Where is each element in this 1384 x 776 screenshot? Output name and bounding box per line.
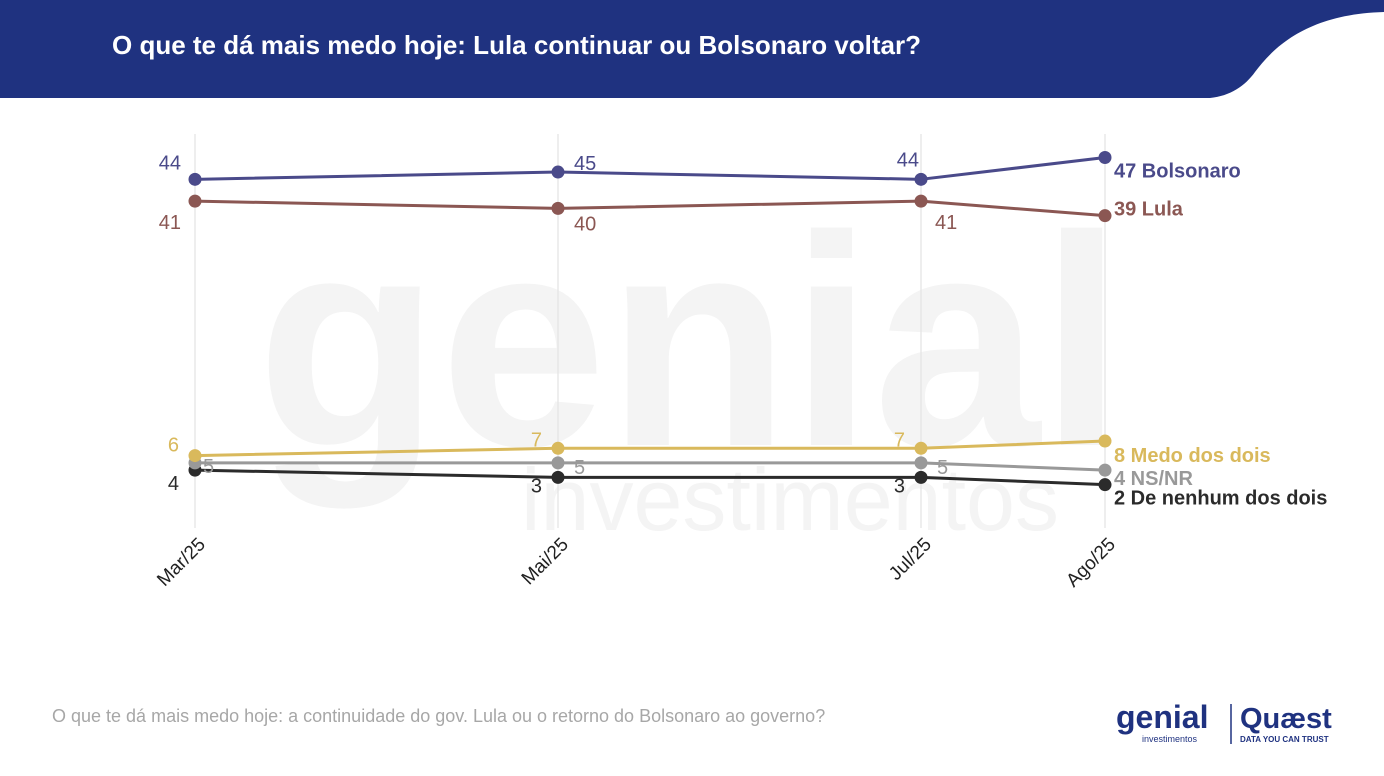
quaest-logo: Quæst (1240, 703, 1332, 735)
brand-logos: genial investimentos Quæst DATA YOU CAN … (1116, 699, 1332, 744)
series-line-3 (195, 461, 1106, 472)
data-label: 4 (168, 473, 179, 495)
data-label: 45 (574, 153, 596, 175)
data-label: 6 (168, 435, 179, 457)
data-label: 44 (159, 152, 181, 174)
watermark-subtext: investimentos (521, 450, 1059, 549)
series-line-1 (194, 199, 1106, 218)
series-point-4-3 (1098, 478, 1112, 492)
header-banner: O que te dá mais medo hoje: Lula continu… (0, 0, 1384, 98)
series-line-4 (194, 468, 1106, 487)
data-label: 5 (203, 456, 214, 478)
series-point-1-1 (551, 201, 565, 215)
data-label: 5 (574, 457, 585, 479)
data-label: 40 (574, 213, 596, 235)
series-point-2-3 (1098, 434, 1112, 448)
data-label: 7 (894, 429, 905, 451)
x-tick-label: Mar/25 (153, 534, 210, 591)
watermark: genial investimentos (257, 173, 1124, 549)
series-point-1-0 (188, 194, 202, 208)
series-point-0-1 (551, 165, 565, 179)
series-line-2 (194, 439, 1106, 458)
data-label: 41 (159, 212, 181, 234)
end-label: 39 Lula (1114, 199, 1184, 221)
footnote: O que te dá mais medo hoje: a continuida… (52, 706, 826, 726)
series-point-4-1 (551, 470, 565, 484)
end-label: 8 Medo dos dois (1114, 445, 1271, 467)
series-point-3-1 (551, 456, 565, 470)
quaest-tagline: DATA YOU CAN TRUST (1240, 735, 1329, 744)
page-title: O que te dá mais medo hoje: Lula continu… (112, 30, 921, 60)
series-point-0-2 (914, 172, 928, 186)
series-point-0-0 (188, 172, 202, 186)
series-point-2-1 (551, 441, 565, 455)
data-label: 5 (937, 457, 948, 479)
series-point-4-2 (914, 470, 928, 484)
series-point-1-3 (1098, 209, 1112, 223)
end-label: 2 De nenhum dos dois (1114, 488, 1327, 510)
series-point-3-3 (1098, 463, 1112, 477)
series-line-0 (194, 156, 1106, 181)
data-label: 44 (897, 149, 919, 171)
header-background (0, 0, 1384, 98)
series-point-2-2 (914, 441, 928, 455)
series-point-3-2 (914, 456, 928, 470)
chart-labels: 4 3 3 2 De nenhum dos dois 5 5 5 4 NS/NR 6 7 7 8 Me… (159, 149, 1328, 509)
genial-logo: genial (1116, 699, 1208, 735)
series-point-2-0 (188, 449, 202, 463)
series-point-1-2 (914, 194, 928, 208)
watermark-text: genial (257, 173, 1124, 511)
end-label: 4 NS/NR (1114, 468, 1193, 490)
data-label: 3 (531, 475, 542, 497)
chart-series (188, 151, 1112, 492)
x-tick-label: Ago/25 (1062, 534, 1119, 591)
series-point-0-3 (1098, 151, 1112, 165)
end-label: 47 Bolsonaro (1114, 161, 1241, 183)
genial-logo-subtitle: investimentos (1142, 734, 1198, 744)
data-label: 3 (894, 475, 905, 497)
data-label: 41 (935, 212, 957, 234)
data-label: 7 (531, 429, 542, 451)
